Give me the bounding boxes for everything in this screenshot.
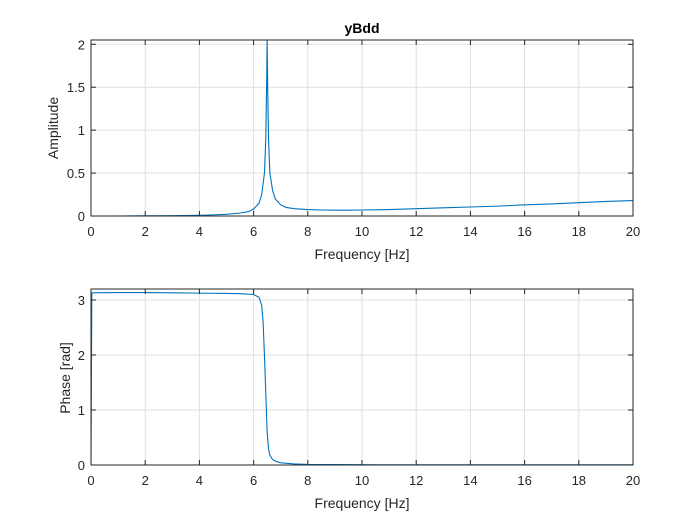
amplitude-x-tick-label: 16 <box>517 224 531 239</box>
amplitude-x-tick-label: 4 <box>196 224 203 239</box>
amplitude-y-tick-label: 1 <box>78 123 85 138</box>
phase-axes: Frequency [Hz] Phase [rad] 0 2 4 6 8 10 12 14 16… <box>57 288 640 511</box>
phase-y-tick-label: 2 <box>78 348 85 363</box>
phase-x-tick-label: 18 <box>572 473 586 488</box>
phase-y-axis-label: Phase [rad] <box>57 342 73 414</box>
amplitude-x-tick-label: 18 <box>572 224 586 239</box>
phase-y-tick-label: 1 <box>78 403 85 418</box>
amplitude-x-tick-label: 10 <box>355 224 369 239</box>
amplitude-series-line <box>91 40 633 216</box>
amplitude-y-tick-label: 2 <box>78 37 85 52</box>
phase-x-axis-label: Frequency [Hz] <box>315 495 410 511</box>
amplitude-x-tick-label: 12 <box>409 224 423 239</box>
phase-x-tick-label: 0 <box>87 473 94 488</box>
phase-x-tick-label: 2 <box>142 473 149 488</box>
amplitude-x-tick-label: 14 <box>463 224 477 239</box>
amplitude-x-tick-label: 2 <box>142 224 149 239</box>
phase-y-tick-label: 3 <box>78 293 85 308</box>
phase-x-tick-label: 20 <box>626 473 640 488</box>
amplitude-x-axis-label: Frequency [Hz] <box>315 246 410 262</box>
amplitude-x-tick-label: 20 <box>626 224 640 239</box>
amplitude-y-tick-label: 0 <box>78 209 85 224</box>
phase-x-tick-label: 12 <box>409 473 423 488</box>
phase-x-tick-label: 8 <box>304 473 311 488</box>
phase-x-tick-label: 6 <box>250 473 257 488</box>
amplitude-axes: yBdd Frequency [Hz] Amplitude 0 2 4 6 8 10 12 1… <box>45 20 640 262</box>
phase-x-tick-label: 16 <box>517 473 531 488</box>
phase-x-tick-label: 10 <box>355 473 369 488</box>
amplitude-x-tick-label: 6 <box>250 224 257 239</box>
amplitude-y-axis-label: Amplitude <box>45 97 61 159</box>
amplitude-x-tick-label: 8 <box>304 224 311 239</box>
amplitude-x-tick-label: 0 <box>87 224 94 239</box>
amplitude-title: yBdd <box>345 20 380 36</box>
phase-x-tick-label: 14 <box>463 473 477 488</box>
amplitude-y-tick-label: 0.5 <box>67 166 85 181</box>
phase-x-tick-label: 4 <box>196 473 203 488</box>
phase-y-tick-label: 0 <box>78 458 85 473</box>
amplitude-y-tick-label: 1.5 <box>67 80 85 95</box>
